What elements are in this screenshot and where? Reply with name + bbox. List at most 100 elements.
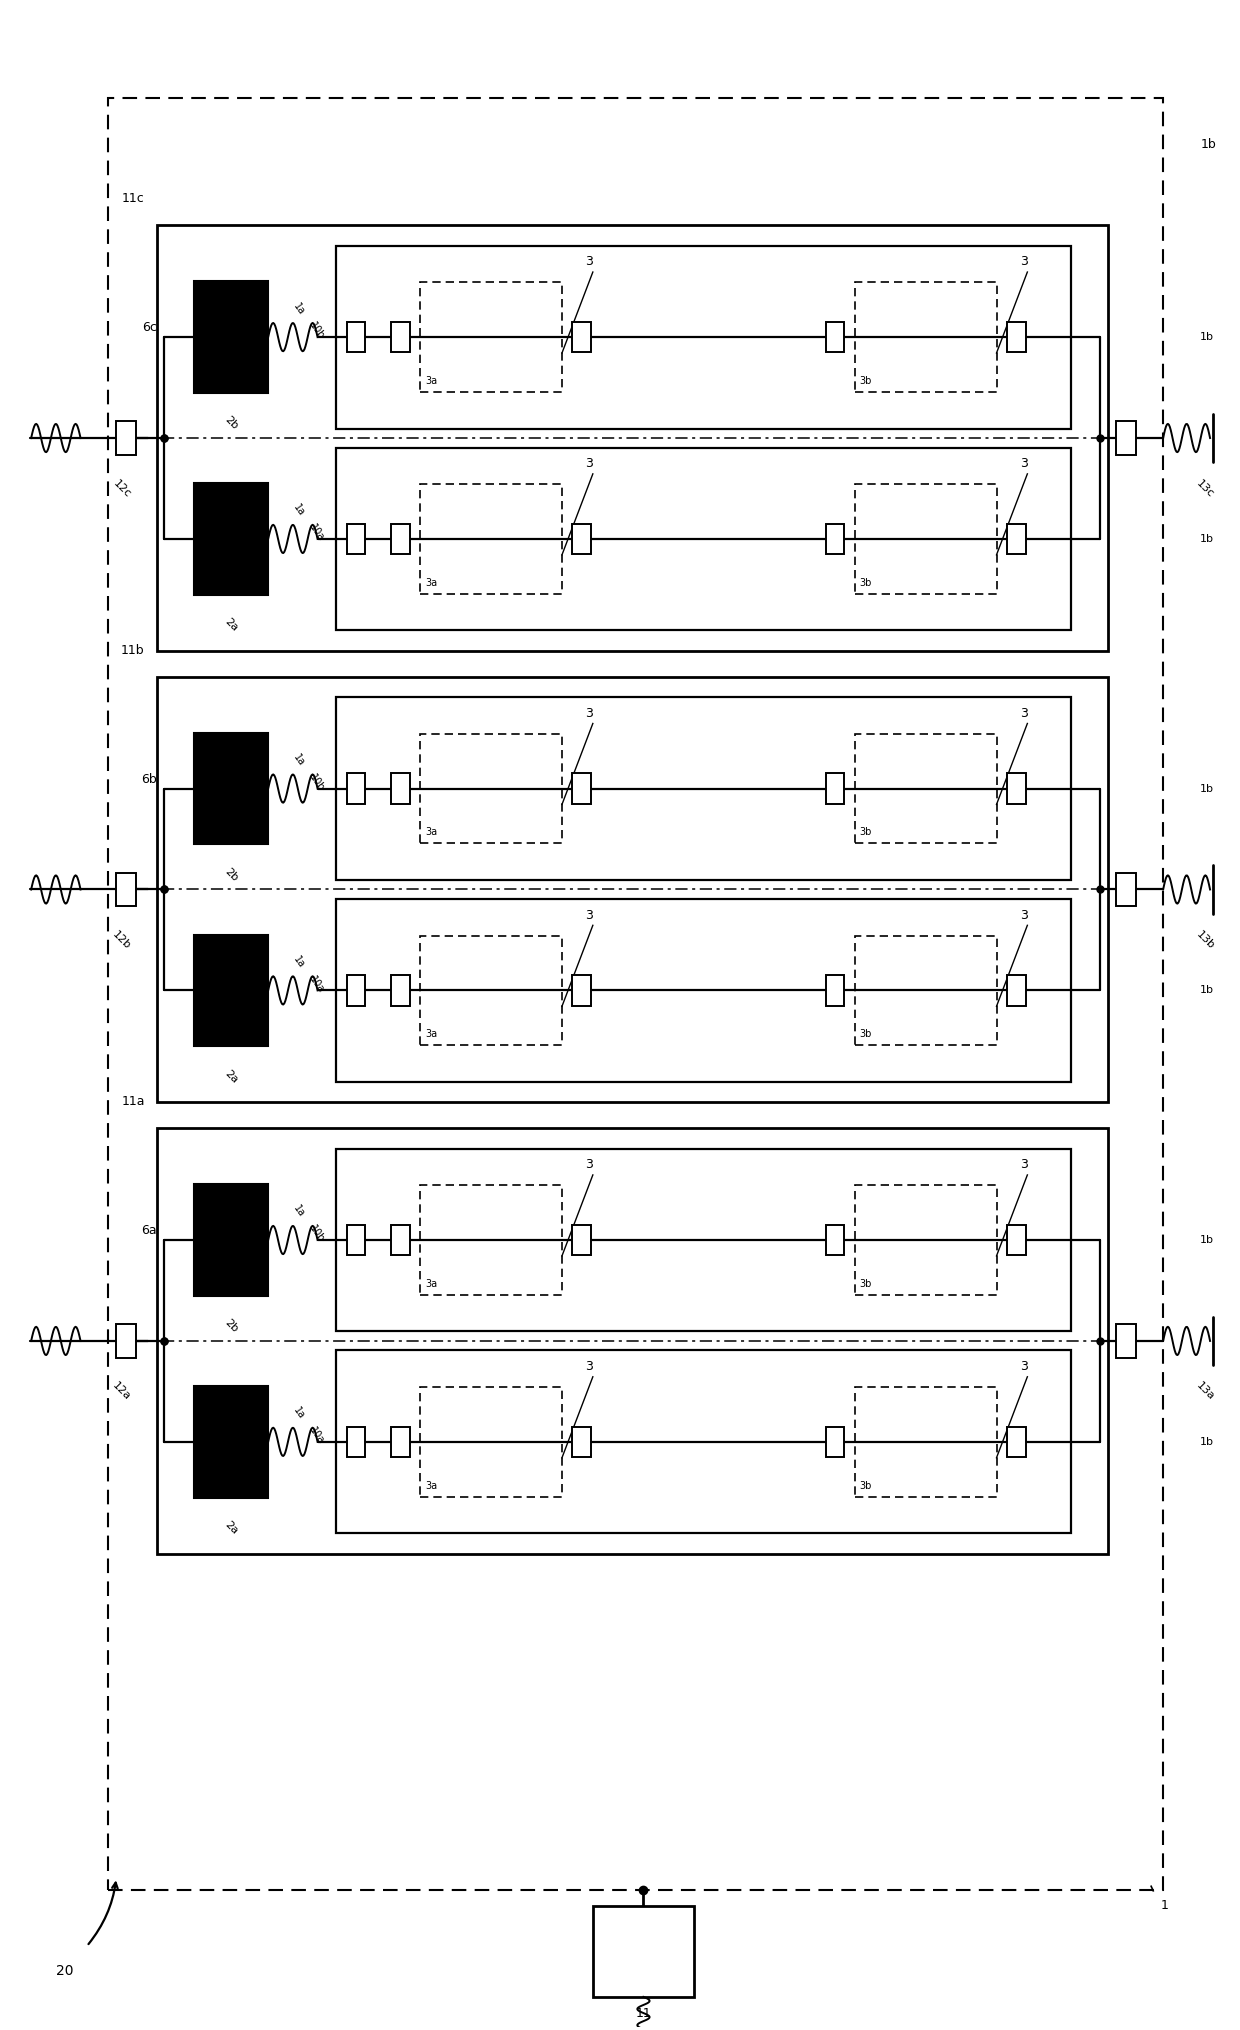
Bar [195, 1386, 268, 1498]
Text: 11c: 11c [122, 193, 145, 205]
Text: 1b: 1b [1200, 138, 1216, 150]
Bar [336, 899, 1070, 1082]
Text: 2b: 2b [223, 867, 239, 883]
Text: 3: 3 [1019, 1159, 1028, 1171]
Bar [195, 1183, 268, 1295]
Bar [826, 323, 844, 353]
Text: 3a: 3a [425, 376, 436, 386]
Text: 13b: 13b [1194, 930, 1216, 952]
Text: 3: 3 [585, 256, 593, 268]
Bar [420, 1386, 562, 1496]
Bar [346, 1224, 365, 1255]
Text: 1: 1 [1161, 1900, 1168, 1912]
Bar [420, 733, 562, 842]
Bar [117, 1324, 136, 1358]
Text: 10a: 10a [308, 522, 326, 544]
Text: 10a: 10a [308, 974, 326, 995]
Text: 3: 3 [1019, 256, 1028, 268]
Text: 6b: 6b [141, 773, 157, 786]
Bar [854, 1186, 997, 1295]
Bar [157, 1129, 1107, 1553]
Text: 1a: 1a [291, 1405, 306, 1421]
Text: 2b: 2b [223, 1317, 239, 1334]
Text: 11a: 11a [122, 1094, 145, 1108]
Text: 2a: 2a [223, 1068, 239, 1084]
Bar [346, 323, 365, 353]
Bar [420, 936, 562, 1045]
Text: 3: 3 [585, 909, 593, 922]
Bar [346, 524, 365, 554]
Bar [854, 1386, 997, 1496]
Text: 3a: 3a [425, 1279, 436, 1289]
Text: 10b: 10b [308, 1224, 326, 1244]
Text: 2a: 2a [223, 617, 239, 633]
Text: 1a: 1a [291, 300, 306, 317]
Bar [336, 246, 1070, 428]
Bar [195, 483, 268, 595]
Bar [391, 773, 409, 804]
Bar [346, 974, 365, 1005]
Bar [157, 225, 1107, 650]
Text: 3b: 3b [859, 376, 872, 386]
Bar [593, 1906, 694, 1998]
Text: 1a: 1a [291, 954, 306, 970]
Bar [573, 1427, 591, 1458]
Bar [573, 974, 591, 1005]
Bar [1007, 974, 1025, 1005]
Text: 1b: 1b [1200, 985, 1214, 995]
Bar [854, 733, 997, 842]
Bar [117, 873, 136, 905]
Text: 1b: 1b [1200, 333, 1214, 343]
Bar [1116, 1324, 1136, 1358]
Bar [1007, 1427, 1025, 1458]
Bar [195, 282, 268, 392]
Bar [420, 282, 562, 392]
Text: 13a: 13a [1194, 1380, 1216, 1403]
Text: 2a: 2a [223, 1518, 239, 1537]
Bar [195, 934, 268, 1045]
Bar [336, 1149, 1070, 1332]
Text: 3a: 3a [425, 1029, 436, 1039]
Bar [854, 282, 997, 392]
Text: 12b: 12b [110, 930, 133, 952]
Bar [346, 773, 365, 804]
Bar [420, 483, 562, 595]
Text: 12a: 12a [110, 1380, 133, 1403]
Bar [346, 1427, 365, 1458]
Text: 1b: 1b [1200, 534, 1214, 544]
Bar [391, 1224, 409, 1255]
Bar [573, 773, 591, 804]
Text: 3b: 3b [859, 1029, 872, 1039]
Bar [1007, 323, 1025, 353]
Text: 3a: 3a [425, 579, 436, 589]
Text: 3: 3 [585, 1360, 593, 1372]
Bar [1007, 1224, 1025, 1255]
Bar [391, 1427, 409, 1458]
Bar [854, 936, 997, 1045]
Text: 1b: 1b [1200, 784, 1214, 794]
Text: 13c: 13c [1194, 477, 1215, 499]
Bar [826, 1224, 844, 1255]
Bar [1116, 873, 1136, 905]
Text: 3b: 3b [859, 579, 872, 589]
Bar [1007, 773, 1025, 804]
Text: 1b: 1b [1200, 1437, 1214, 1447]
Text: 3b: 3b [859, 1279, 872, 1289]
Bar [391, 974, 409, 1005]
Text: 3: 3 [1019, 1360, 1028, 1372]
Text: 1a: 1a [291, 1204, 306, 1220]
Bar [573, 524, 591, 554]
Bar [117, 422, 136, 455]
Text: 10b: 10b [308, 771, 326, 794]
Bar [1007, 524, 1025, 554]
Text: 3b: 3b [859, 1480, 872, 1490]
Text: 20: 20 [56, 1963, 73, 1977]
Text: 10b: 10b [308, 321, 326, 341]
Text: 10a: 10a [308, 1425, 326, 1445]
Bar [108, 97, 1163, 1890]
Text: 6a: 6a [141, 1224, 157, 1238]
Bar [195, 733, 268, 844]
Text: 6c: 6c [143, 321, 157, 335]
Text: 2b: 2b [223, 414, 239, 432]
Text: 3a: 3a [425, 1480, 436, 1490]
